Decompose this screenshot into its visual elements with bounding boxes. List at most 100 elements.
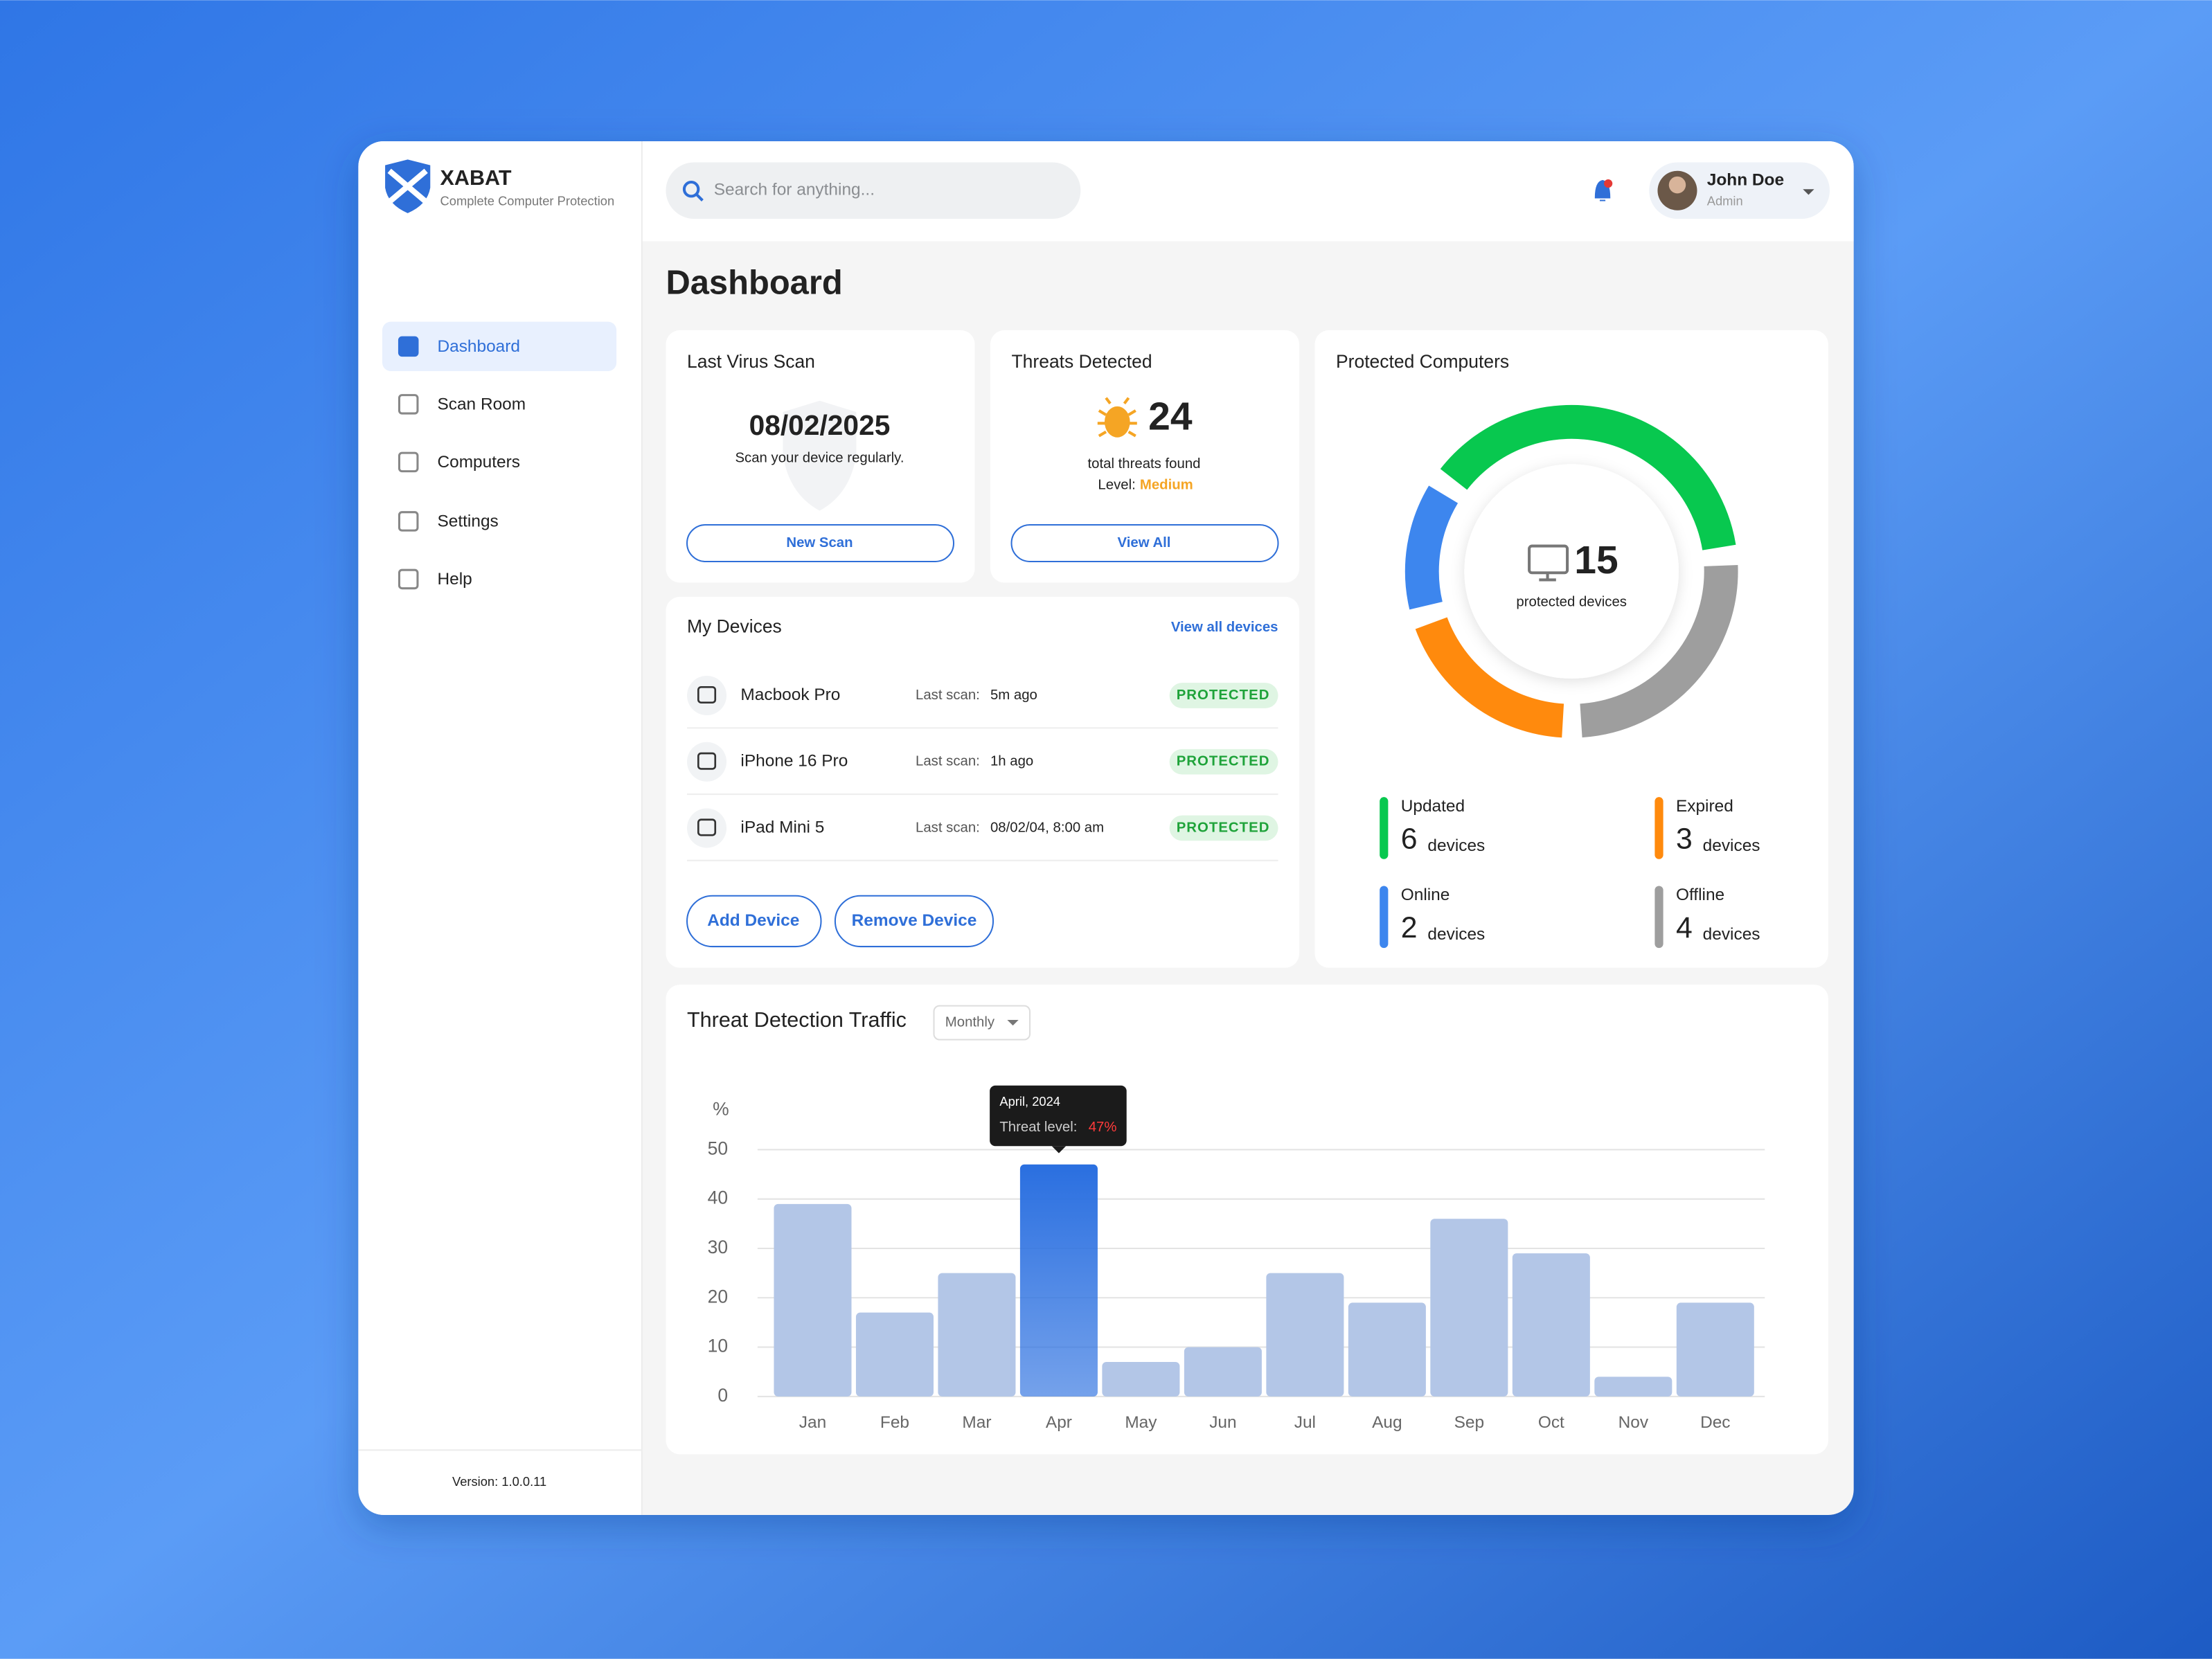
bar-chart: 0 10 20 30 40 50 Jan Feb Mar Apr May Jun Jul Aug Sep Oc…	[708, 1085, 1765, 1432]
button-label[interactable]: Remove Device	[852, 911, 977, 930]
button[interactable]	[686, 895, 822, 948]
card-title: Threats Detected	[1012, 351, 1152, 372]
notification-dot	[1604, 179, 1613, 188]
level: Medium	[1140, 477, 1193, 492]
brand: XABAT	[440, 166, 512, 190]
legend-label: Updated	[1401, 797, 1465, 816]
search-box[interactable]	[666, 162, 1081, 219]
donut-center	[1464, 464, 1679, 679]
nav-icon[interactable]	[398, 568, 419, 590]
x-tick-label: Jan	[799, 1413, 826, 1432]
y-tick-label: 20	[708, 1286, 728, 1307]
logo	[385, 159, 431, 213]
device-icon	[687, 742, 727, 782]
bar	[1266, 1273, 1344, 1397]
card-title: My Devices	[687, 616, 782, 637]
ui-lists: Dashboard Scan Room Computers Settings Help M…	[382, 321, 1278, 861]
x-tick-label: Aug	[1372, 1413, 1402, 1432]
status-badge	[1169, 815, 1278, 841]
legend-label: Expired	[1676, 797, 1733, 816]
user-menu[interactable]	[1649, 162, 1830, 219]
period[interactable]: Monthly	[945, 1014, 995, 1030]
nav-icon[interactable]	[398, 394, 419, 415]
card	[666, 596, 1300, 968]
x-tick-label: Feb	[880, 1413, 909, 1432]
caret	[1803, 189, 1814, 195]
donut-segment	[1580, 565, 1738, 738]
y-tick-label: 10	[708, 1336, 728, 1356]
period-select[interactable]	[933, 1005, 1031, 1041]
status-badge	[1169, 748, 1278, 775]
legend-unit: devices	[1427, 836, 1485, 855]
x-tick-label: Jul	[1294, 1413, 1316, 1432]
scan-label: Last scan:	[916, 820, 980, 835]
scan-label: Last scan:	[916, 688, 980, 703]
nav-active[interactable]	[382, 321, 617, 371]
button[interactable]	[1010, 523, 1279, 562]
device-icon	[697, 752, 717, 770]
device-icon	[687, 675, 727, 716]
caret	[1007, 1019, 1019, 1026]
bar	[1512, 1253, 1590, 1397]
tooltip-label: Threat level:	[999, 1120, 1077, 1135]
total: 15	[1574, 538, 1618, 582]
bar	[1348, 1302, 1426, 1397]
status: PROTECTED	[1177, 688, 1270, 703]
legend-unit: devices	[1427, 925, 1485, 944]
legend-value: 3	[1676, 823, 1693, 856]
device-icon	[697, 685, 717, 703]
threat-caption: total threats found	[1087, 456, 1200, 472]
nav-item[interactable]: Help	[437, 570, 472, 589]
card-title: Last Virus Scan	[687, 351, 815, 372]
search-icon	[695, 193, 704, 201]
x-tick-label: Nov	[1618, 1413, 1649, 1432]
nav-icon[interactable]	[398, 511, 419, 532]
x-tick-label: Sep	[1454, 1413, 1484, 1432]
shield-watermark	[783, 400, 857, 511]
total-label: protected devices	[1516, 594, 1627, 609]
user-role: Admin	[1707, 193, 1743, 208]
scan-time: 08/02/04, 8:00 am	[990, 820, 1104, 835]
button[interactable]	[834, 895, 994, 948]
bar	[1430, 1219, 1508, 1397]
donut-chart: Updated 6 devices Offline 4 devices Expired 3 de…	[1380, 404, 1760, 949]
button-label[interactable]: New Scan	[786, 535, 853, 550]
y-axis-label: %	[713, 1098, 729, 1119]
scan-date: 08/02/2025	[749, 409, 891, 441]
user-name: John Doe	[1707, 170, 1784, 189]
bar	[1676, 1302, 1754, 1397]
avatar	[1668, 176, 1686, 194]
tooltip-title: April, 2024	[999, 1094, 1060, 1109]
bug-icon	[1097, 397, 1137, 438]
page-title: Dashboard	[666, 264, 842, 302]
nav-item[interactable]: Scan Room	[437, 395, 526, 413]
tagline: Complete Computer Protection	[440, 193, 615, 208]
legend-unit: devices	[1703, 925, 1760, 944]
tooltip	[990, 1085, 1127, 1147]
x-tick-label: Jun	[1209, 1413, 1236, 1432]
bar	[1102, 1361, 1180, 1397]
version: Version: 1.0.0.11	[452, 1474, 546, 1489]
x-tick-label: Apr	[1046, 1413, 1072, 1432]
nav-item[interactable]: Settings	[437, 512, 498, 530]
nav-item[interactable]: Dashboard	[437, 337, 520, 356]
donut-segment	[1440, 404, 1736, 550]
y-tick-label: 40	[708, 1187, 728, 1208]
nav-icon[interactable]	[398, 336, 419, 357]
x-tick-label: May	[1125, 1413, 1157, 1432]
bar	[1594, 1376, 1673, 1397]
device-icon	[697, 818, 717, 836]
legend-value: 4	[1676, 911, 1693, 944]
button-label[interactable]: View All	[1118, 535, 1171, 550]
status-badge	[1169, 683, 1278, 708]
device-name: Macbook Pro	[740, 685, 840, 704]
y-tick-label: 50	[708, 1138, 728, 1158]
link[interactable]: View all devices	[1171, 620, 1278, 635]
button-label[interactable]: Add Device	[707, 911, 799, 930]
button[interactable]	[686, 523, 955, 562]
x-tick-label: Mar	[962, 1413, 991, 1432]
nav-item[interactable]: Computers	[437, 453, 520, 472]
y-tick-label: 0	[717, 1385, 728, 1406]
device-name: iPhone 16 Pro	[740, 752, 848, 771]
nav-icon[interactable]	[398, 451, 419, 473]
